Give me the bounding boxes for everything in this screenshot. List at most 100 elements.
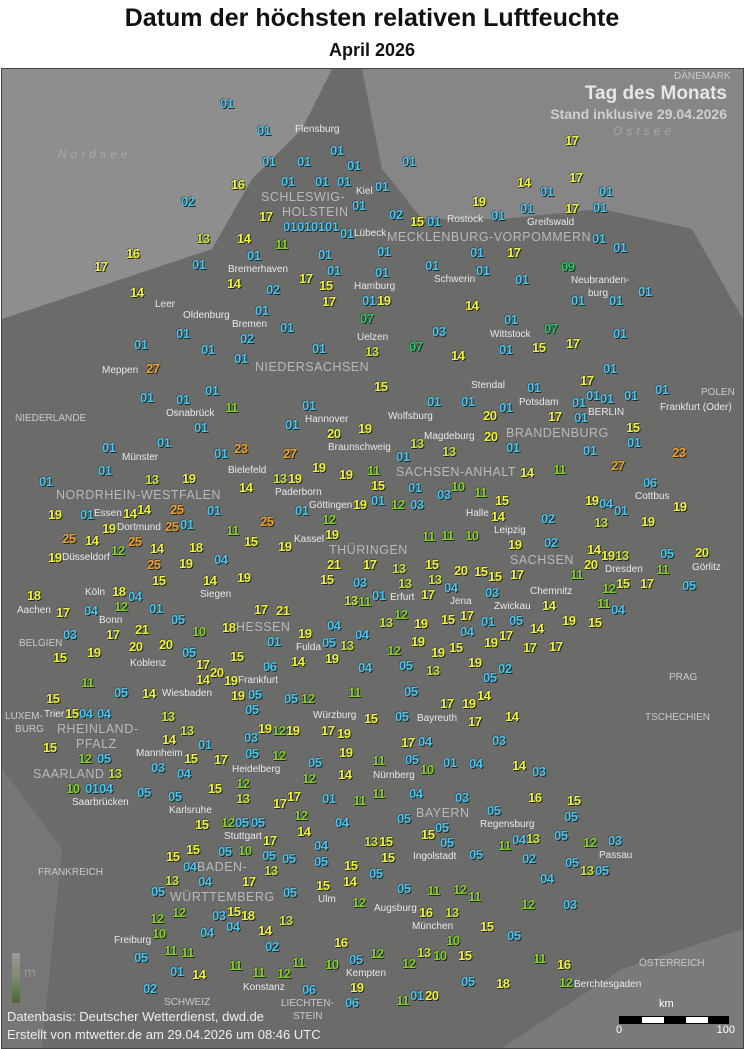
city-label: Konstanz	[243, 982, 285, 993]
station-value-label: 11	[367, 463, 380, 478]
city-label: Lübeck	[354, 228, 387, 239]
station-value-label: 20	[483, 408, 497, 423]
station-value-label: 12	[294, 808, 308, 823]
station-value-label: 19	[673, 499, 687, 514]
station-value-label: 14	[512, 758, 526, 773]
station-value-label: 01	[340, 226, 354, 241]
station-value-label: 15	[208, 781, 222, 796]
station-value-label: 15	[316, 878, 330, 893]
station-value-label: 13	[615, 548, 629, 563]
station-value-label: 07	[360, 311, 374, 326]
station-value-label: 14	[491, 509, 505, 524]
station-value-label: 14	[203, 573, 217, 588]
station-value-label: 01	[140, 390, 154, 405]
station-value-label: 04	[540, 871, 554, 886]
station-value-label: 19	[350, 980, 364, 995]
legend-title: Tag des Monats	[584, 83, 727, 104]
station-value-label: 05	[397, 811, 411, 826]
station-value-label: 01	[257, 123, 271, 138]
station-value-label: 02	[522, 851, 536, 866]
station-value-label: 15	[65, 706, 79, 721]
station-value-label: 18	[189, 540, 203, 555]
station-value-label: 15	[43, 740, 57, 755]
station-value-label: 15	[410, 214, 424, 229]
station-value-label: 20	[129, 639, 143, 654]
region-label: RHEINLAND-	[57, 722, 139, 736]
station-value-label: 10	[152, 926, 166, 941]
station-value-label: 12	[521, 897, 535, 912]
country-label: DÄNEMARK	[674, 71, 731, 82]
station-value-label: 04	[314, 838, 328, 853]
station-value-label: 01	[352, 198, 366, 213]
station-value-label: 01	[194, 420, 208, 435]
station-value-label: 17	[273, 796, 287, 811]
station-value-label: 01	[655, 382, 669, 397]
station-value-label: 03	[353, 575, 367, 590]
station-value-label: 05	[554, 828, 568, 843]
station-value-label: 01	[311, 219, 325, 234]
station-value-label: 20	[425, 988, 439, 1003]
station-value-label: 17	[499, 628, 513, 643]
station-value-label: 17	[548, 409, 562, 424]
scale-max: 100	[716, 1024, 735, 1036]
station-value-label: 15	[244, 534, 258, 549]
station-value-label: 01	[609, 293, 623, 308]
station-value-label: 10	[192, 624, 206, 639]
station-value-label: 15	[532, 340, 546, 355]
station-value-label: 14	[465, 298, 479, 313]
city-label: Aachen	[17, 605, 51, 616]
station-value-label: 13	[161, 709, 175, 724]
station-value-label: 04	[355, 627, 369, 642]
station-value-label: 05	[283, 885, 297, 900]
station-value-label: 17	[507, 245, 521, 260]
region-label: SACHSEN	[510, 553, 574, 567]
station-value-label: 01	[297, 154, 311, 169]
station-value-label: 05	[134, 950, 148, 965]
station-value-label: 01	[102, 440, 116, 455]
station-value-label: 01	[176, 392, 190, 407]
station-value-label: 13	[594, 515, 608, 530]
country-label: LUXEM-	[5, 711, 43, 722]
station-value-label: 13	[526, 831, 540, 846]
station-value-label: 01	[586, 388, 600, 403]
station-value-label: 14	[517, 175, 531, 190]
station-value-label: 15	[381, 850, 395, 865]
city-label: Heidelberg	[232, 764, 281, 775]
station-value-label: 15	[495, 493, 509, 508]
station-value-label: 16	[126, 246, 140, 261]
station-value-label: 18	[496, 976, 510, 991]
station-value-label: 20	[327, 426, 341, 441]
station-value-label: 11	[441, 528, 454, 543]
station-value-label: 01	[402, 154, 416, 169]
region-label: BRANDENBURG	[506, 426, 609, 440]
station-value-label: 01	[624, 388, 638, 403]
sea-label: Nordsee	[58, 147, 132, 161]
city-label: BERLIN	[588, 407, 625, 418]
station-value-label: 13	[145, 472, 159, 487]
station-value-label: 01	[527, 380, 541, 395]
city-label: Oldenburg	[183, 310, 230, 321]
station-value-label: 14	[239, 480, 253, 495]
city-label: München	[412, 921, 454, 932]
station-value-label: 20	[454, 563, 468, 578]
city-label: Dresden	[605, 564, 643, 575]
city-label: Cottbus	[635, 491, 670, 502]
station-value-label: 01	[603, 361, 617, 376]
station-value-label: 15	[230, 649, 244, 664]
station-value-label: 05	[405, 752, 419, 767]
station-value-label: 01	[98, 463, 112, 478]
station-value-label: 02	[265, 939, 279, 954]
station-value-label: 15	[320, 572, 334, 587]
station-value-label: 17	[94, 259, 108, 274]
station-value-label: 19	[353, 497, 367, 512]
station-value-label: 11	[164, 943, 177, 958]
station-value-label: 01	[520, 201, 534, 216]
station-value-label: 18	[241, 908, 255, 923]
station-value-label: 04	[198, 874, 212, 889]
station-value-label: 10	[420, 762, 434, 777]
station-value-label: 05	[507, 928, 521, 943]
map-subtitle: April 2026	[328, 40, 416, 60]
station-value-label: 10	[66, 781, 80, 796]
station-value-label: 01	[302, 398, 316, 413]
station-value-label: 05	[369, 866, 383, 881]
